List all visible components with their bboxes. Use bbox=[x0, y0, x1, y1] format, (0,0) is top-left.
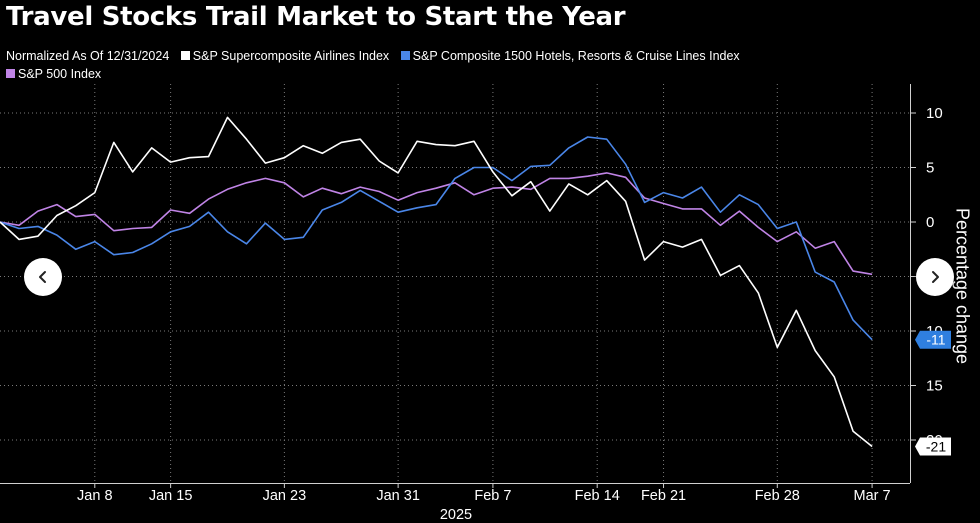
series-line-sp500 bbox=[0, 172, 873, 276]
end-label-0: -11 bbox=[926, 332, 945, 348]
legend-label-sp500: S&P 500 Index bbox=[18, 67, 102, 81]
legend-swatch-hotels bbox=[400, 51, 410, 60]
chevron-right-icon bbox=[932, 271, 939, 283]
x-year-label: 2025 bbox=[440, 507, 472, 523]
end-label-box-0 bbox=[915, 330, 951, 349]
prev-chart-button[interactable] bbox=[24, 258, 62, 296]
legend-label-hotels: S&P Composite 1500 Hotels, Resorts & Cru… bbox=[412, 49, 740, 63]
legend-item-hotels: S&P Composite 1500 Hotels, Resorts & Cru… bbox=[400, 47, 740, 65]
series-line-hotels bbox=[0, 136, 873, 341]
legend-item-airlines: S&P Supercomposite Airlines Index bbox=[180, 47, 390, 65]
x-tick-label-6: Feb 21 bbox=[641, 488, 686, 504]
x-tick-label-3: Jan 31 bbox=[376, 488, 420, 504]
x-tick-label-4: Feb 7 bbox=[474, 488, 511, 504]
chevron-left-icon bbox=[39, 271, 46, 283]
chart-legend: Normalized As Of 12/31/2024 S&P Supercom… bbox=[6, 47, 906, 83]
end-label-1: -21 bbox=[926, 439, 946, 455]
legend-normalized-note: Normalized As Of 12/31/2024 bbox=[6, 49, 170, 63]
y-tick-label-5: 15 bbox=[926, 378, 943, 395]
legend-label-airlines: S&P Supercomposite Airlines Index bbox=[192, 49, 390, 63]
y-axis-label: Percentage change bbox=[952, 207, 973, 365]
x-tick-label-1: Jan 15 bbox=[149, 488, 193, 504]
y-tick-label-2: 0 bbox=[926, 214, 934, 231]
x-tick-label-5: Feb 14 bbox=[575, 488, 620, 504]
end-label-box-1 bbox=[915, 437, 951, 456]
next-chart-button[interactable] bbox=[916, 258, 954, 296]
x-tick-label-2: Jan 23 bbox=[263, 488, 307, 504]
y-tick-label-0: 10 bbox=[926, 105, 943, 122]
x-tick-label-0: Jan 8 bbox=[77, 488, 112, 504]
x-tick-label-7: Feb 28 bbox=[755, 488, 800, 504]
legend-swatch-sp500 bbox=[6, 69, 15, 78]
chart-title: Travel Stocks Trail Market to Start the … bbox=[6, 2, 626, 32]
legend-item-sp500: S&P 500 Index bbox=[6, 65, 101, 83]
y-tick-label-1: 5 bbox=[926, 160, 934, 177]
legend-swatch-airlines bbox=[180, 51, 190, 60]
x-tick-label-8: Mar 7 bbox=[854, 488, 891, 504]
series-line-airlines bbox=[0, 116, 873, 448]
